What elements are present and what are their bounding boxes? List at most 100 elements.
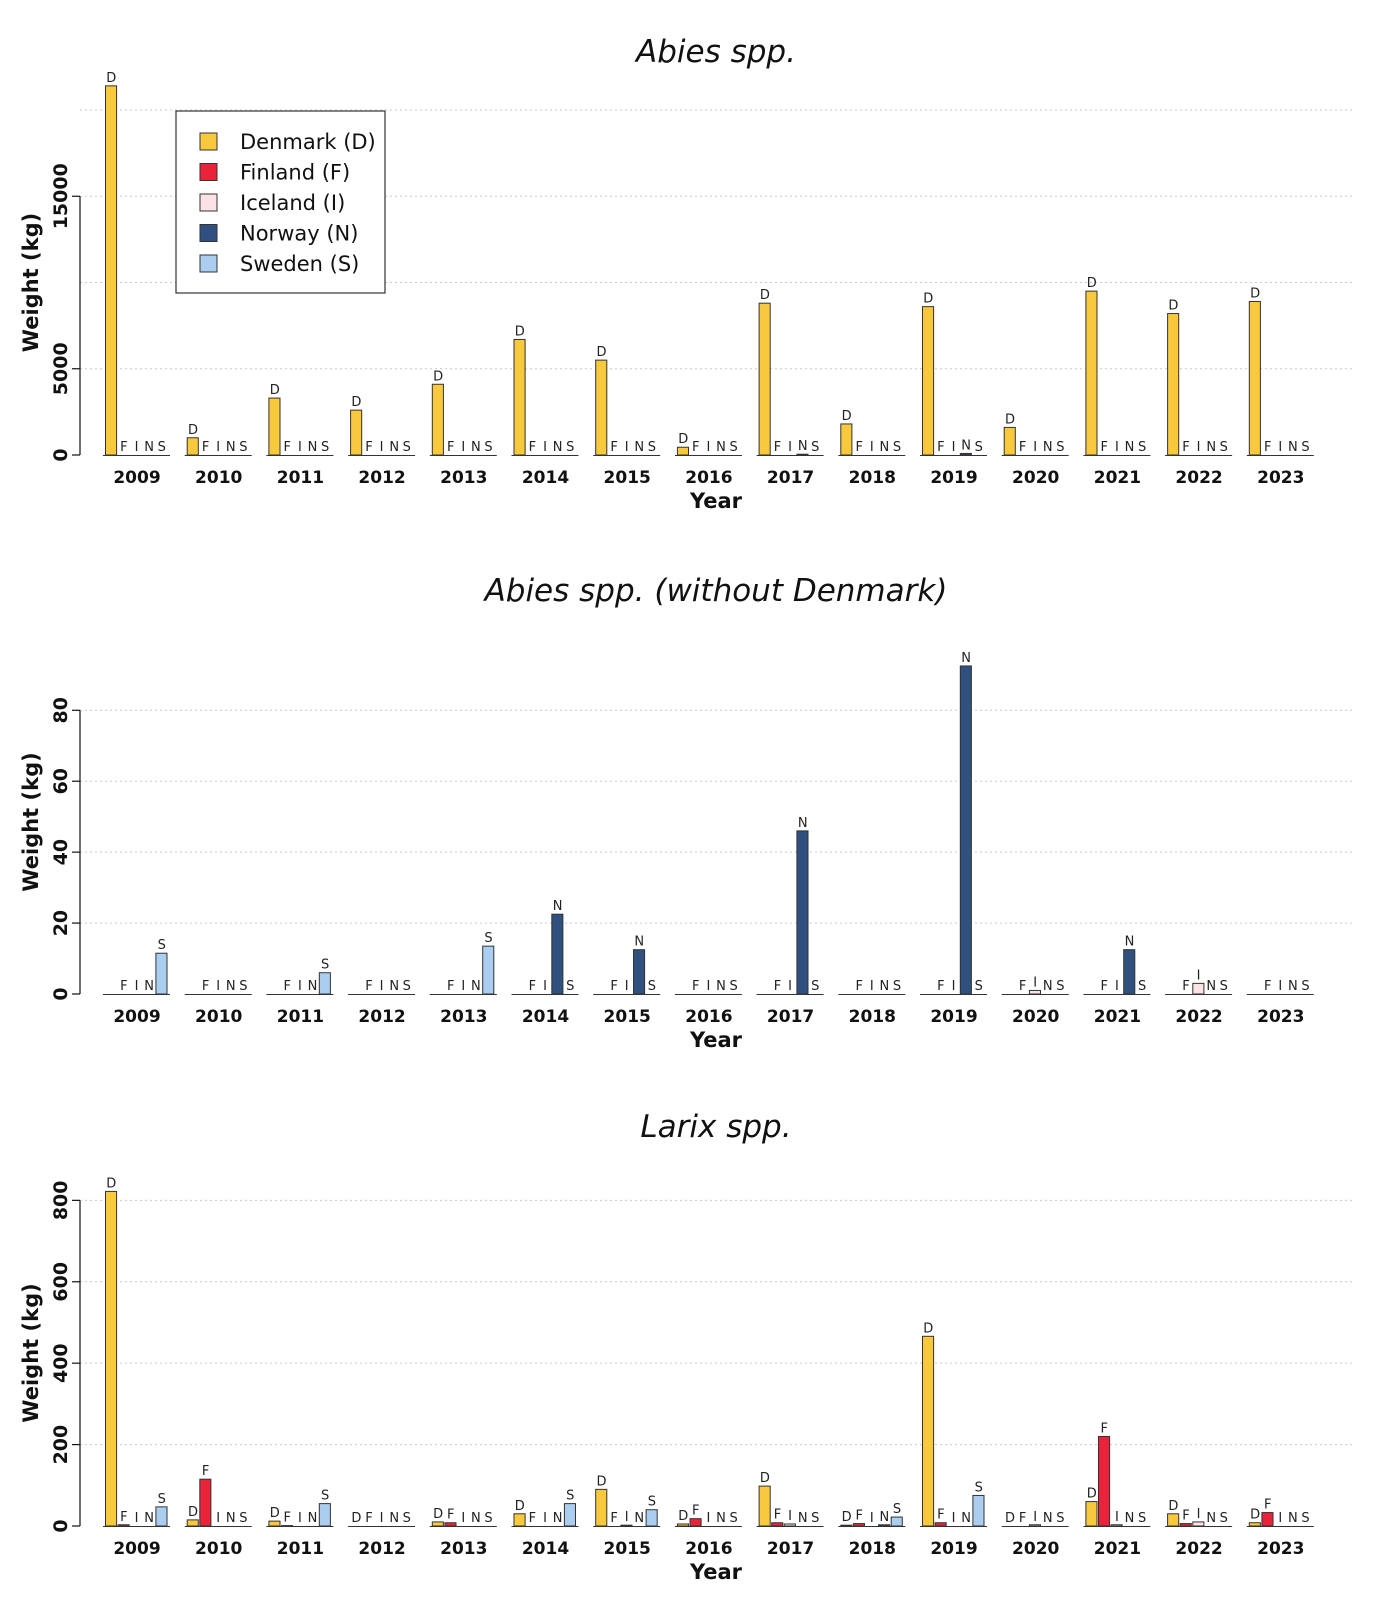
bar-S-2009 xyxy=(155,1506,168,1527)
bar-F-2023 xyxy=(1261,1512,1274,1527)
bar-label: S xyxy=(1138,979,1146,994)
bar-label: D xyxy=(1087,1487,1097,1502)
legend-swatch xyxy=(199,163,218,181)
bar-label: S xyxy=(1220,979,1228,994)
x-tick-label: 2011 xyxy=(277,1007,324,1027)
y-tick-label: 600 xyxy=(50,1262,72,1302)
bar-D-2016 xyxy=(676,446,690,456)
bar-I-2020 xyxy=(1028,1524,1042,1527)
bar-label: F xyxy=(284,1511,291,1526)
bar-label: N xyxy=(798,816,808,831)
x-tick-label: 2023 xyxy=(1257,468,1304,488)
bar-label: D xyxy=(923,1321,933,1336)
x-tick-label: 2015 xyxy=(604,1539,651,1559)
bar-label: N xyxy=(144,440,154,455)
bar-label: D xyxy=(1005,1511,1015,1526)
x-tick-label: 2016 xyxy=(685,1007,732,1027)
bar-label: D xyxy=(760,1471,770,1486)
bar-label: F xyxy=(1182,1509,1189,1524)
x-tick-label: 2010 xyxy=(195,1539,242,1559)
bar-D-2009 xyxy=(105,85,118,456)
legend: Denmark (D) Finland (F) Iceland (I) Norway … xyxy=(175,110,386,294)
x-tick-label: 2018 xyxy=(849,1007,896,1027)
bar-label: N xyxy=(471,979,481,994)
bar-D-2022 xyxy=(1167,313,1180,456)
bar-label: I xyxy=(135,979,139,994)
bar-label: F xyxy=(855,440,862,455)
bar-label: F xyxy=(447,1508,454,1523)
bar-label: I xyxy=(1278,979,1282,994)
bar-label: F xyxy=(692,1504,699,1519)
bar-label: I xyxy=(298,979,302,994)
bar-label: S xyxy=(1056,1511,1064,1526)
bar-label: S xyxy=(811,1511,819,1526)
bar-label: N xyxy=(1288,440,1298,455)
bar-label: S xyxy=(811,979,819,994)
bar-label: N xyxy=(226,440,236,455)
bar-label: F xyxy=(1264,440,1271,455)
bar-D-2019 xyxy=(922,306,935,456)
x-tick-label: 2014 xyxy=(522,468,569,488)
bar-label: F xyxy=(937,440,944,455)
bar-label: N xyxy=(226,979,236,994)
bar-D-2023 xyxy=(1248,1522,1261,1527)
x-tick-label: 2017 xyxy=(767,468,814,488)
bar-label: F xyxy=(1182,440,1189,455)
bar-label: S xyxy=(403,1511,411,1526)
bar-D-2023 xyxy=(1248,300,1261,456)
x-tick-label: 2019 xyxy=(930,1007,977,1027)
legend-swatch xyxy=(199,193,218,212)
bar-D-2020 xyxy=(1003,426,1016,456)
bar-label: N xyxy=(1043,1511,1053,1526)
bar-label: N xyxy=(389,1511,399,1526)
bar-label: S xyxy=(403,440,411,455)
bar-label: S xyxy=(566,440,574,455)
y-tick-label: 60 xyxy=(50,768,72,794)
bar-label: I xyxy=(788,440,792,455)
bar-S-2013 xyxy=(482,945,495,995)
bar-label: S xyxy=(975,1480,983,1495)
bar-label: S xyxy=(239,1511,247,1526)
bar-label: I xyxy=(216,1511,220,1526)
bar-N-2017 xyxy=(796,830,809,995)
bar-label: D xyxy=(515,1499,525,1514)
chart-title: Abies spp. (without Denmark) xyxy=(483,573,948,609)
bar-label: N xyxy=(798,439,808,454)
x-axis-label: Year xyxy=(689,489,743,513)
x-tick-label: 2016 xyxy=(685,468,732,488)
bar-label: I xyxy=(216,440,220,455)
bar-D-2021 xyxy=(1085,290,1098,456)
bar-F-2022 xyxy=(1179,1523,1192,1527)
bar-label: I xyxy=(380,1511,384,1526)
bar-label: F xyxy=(774,979,781,994)
bar-label: D xyxy=(1168,1499,1178,1514)
bar-I-2022 xyxy=(1192,982,1205,995)
bar-label: S xyxy=(403,979,411,994)
bar-F-2017 xyxy=(771,1522,784,1527)
bar-label: N xyxy=(1125,935,1135,950)
bar-S-2011 xyxy=(318,1503,331,1527)
x-tick-label: 2022 xyxy=(1175,1007,1222,1027)
bar-label: I xyxy=(1278,440,1282,455)
x-tick-label: 2013 xyxy=(440,1007,487,1027)
bar-label: F xyxy=(365,440,372,455)
bar-label: F xyxy=(610,1511,617,1526)
bar-label: D xyxy=(433,369,443,384)
bar-label: I xyxy=(1033,975,1037,990)
bar-label: F xyxy=(120,440,127,455)
bar-label: I xyxy=(706,979,710,994)
bar-I-2015 xyxy=(620,1524,633,1527)
y-axis-label: Weight (kg) xyxy=(19,1283,43,1422)
bar-label: N xyxy=(880,440,890,455)
bar-label: S xyxy=(893,440,901,455)
bar-label: N xyxy=(716,1511,726,1526)
bar-label: F xyxy=(447,979,454,994)
bar-label: N xyxy=(961,1511,971,1526)
bar-label: F xyxy=(365,979,372,994)
y-axis-label: Weight (kg) xyxy=(19,213,43,352)
y-tick-label: 0 xyxy=(50,1519,72,1532)
bar-label: D xyxy=(188,1505,198,1520)
bar-label: I xyxy=(625,1510,629,1525)
bar-label: N xyxy=(1206,440,1216,455)
y-tick-label: 80 xyxy=(50,697,72,723)
